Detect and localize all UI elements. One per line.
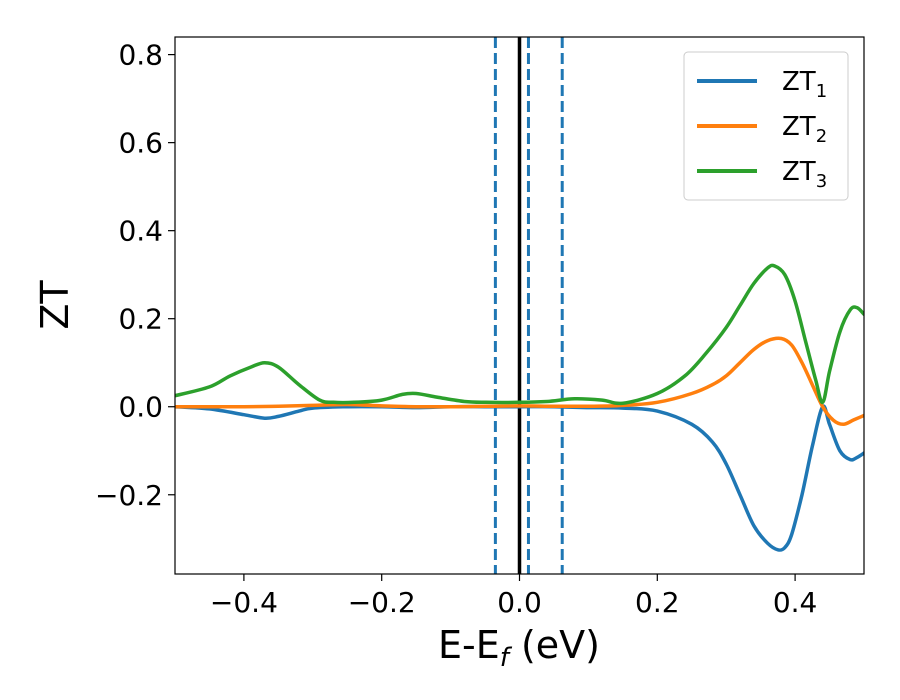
x-tick-label: 0.4	[773, 586, 818, 619]
x-tick-label: −0.2	[348, 586, 416, 619]
y-tick-label: 0.4	[118, 215, 163, 248]
y-tick-label: 0.8	[118, 39, 163, 72]
legend: ZT1 ZT2 ZT3	[683, 51, 849, 201]
y-tick-label: 0.0	[118, 391, 163, 424]
x-axis-label-unit: (eV)	[509, 623, 600, 667]
x-tick-label: 0.2	[635, 586, 680, 619]
legend-box	[683, 51, 849, 201]
x-axis-label: E-Ef (eV)	[438, 623, 600, 673]
legend-label-zt1: ZT1	[782, 67, 827, 102]
series-line-zt2	[175, 336, 864, 427]
reference-lines	[493, 37, 564, 574]
legend-label-zt2: ZT2	[782, 112, 827, 147]
x-axis: −0.4 −0.2 0.0 0.2 0.4	[210, 574, 817, 619]
y-tick-label: 0.2	[118, 303, 163, 336]
legend-label-zt3: ZT3	[782, 157, 827, 192]
series-line-zt3	[175, 263, 864, 406]
x-tick-label: −0.4	[210, 586, 278, 619]
y-axis: −0.2 0.0 0.2 0.4 0.6 0.8	[95, 39, 175, 512]
x-tick-label: 0.0	[497, 586, 542, 619]
series-line-zt1	[175, 404, 864, 552]
series-lines	[175, 263, 864, 552]
y-axis-label: ZT	[33, 280, 77, 330]
y-tick-label: 0.6	[118, 127, 163, 160]
y-tick-label: −0.2	[95, 479, 163, 512]
